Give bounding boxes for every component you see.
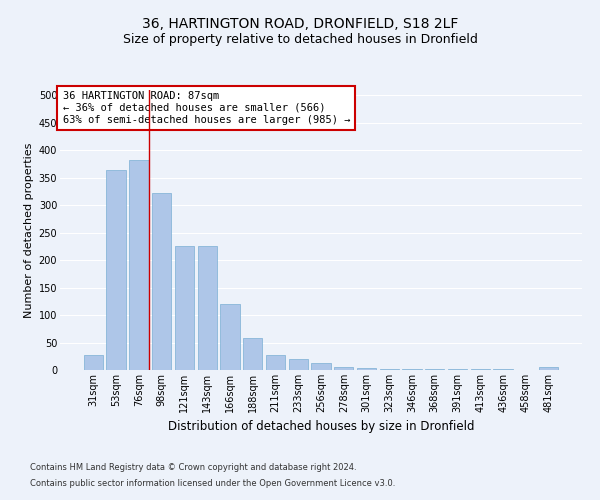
Text: Size of property relative to detached houses in Dronfield: Size of property relative to detached ho…: [122, 32, 478, 46]
Text: 36 HARTINGTON ROAD: 87sqm
← 36% of detached houses are smaller (566)
63% of semi: 36 HARTINGTON ROAD: 87sqm ← 36% of detac…: [62, 92, 350, 124]
Bar: [197, 246, 217, 370]
Bar: [357, 368, 376, 370]
X-axis label: Distribution of detached houses by size in Dronfield: Distribution of detached houses by size …: [168, 420, 474, 434]
Bar: [380, 369, 399, 370]
Y-axis label: Number of detached properties: Number of detached properties: [25, 142, 34, 318]
Bar: [152, 192, 172, 370]
Text: Contains HM Land Registry data © Crown copyright and database right 2024.: Contains HM Land Registry data © Crown c…: [30, 464, 356, 472]
Bar: [334, 366, 353, 370]
Bar: [266, 354, 285, 370]
Bar: [243, 338, 262, 370]
Bar: [175, 246, 194, 370]
Bar: [403, 369, 422, 370]
Bar: [220, 304, 239, 370]
Text: 36, HARTINGTON ROAD, DRONFIELD, S18 2LF: 36, HARTINGTON ROAD, DRONFIELD, S18 2LF: [142, 18, 458, 32]
Bar: [84, 354, 103, 370]
Bar: [539, 368, 558, 370]
Text: Contains public sector information licensed under the Open Government Licence v3: Contains public sector information licen…: [30, 478, 395, 488]
Bar: [289, 359, 308, 370]
Bar: [129, 160, 149, 370]
Bar: [311, 363, 331, 370]
Bar: [106, 170, 126, 370]
